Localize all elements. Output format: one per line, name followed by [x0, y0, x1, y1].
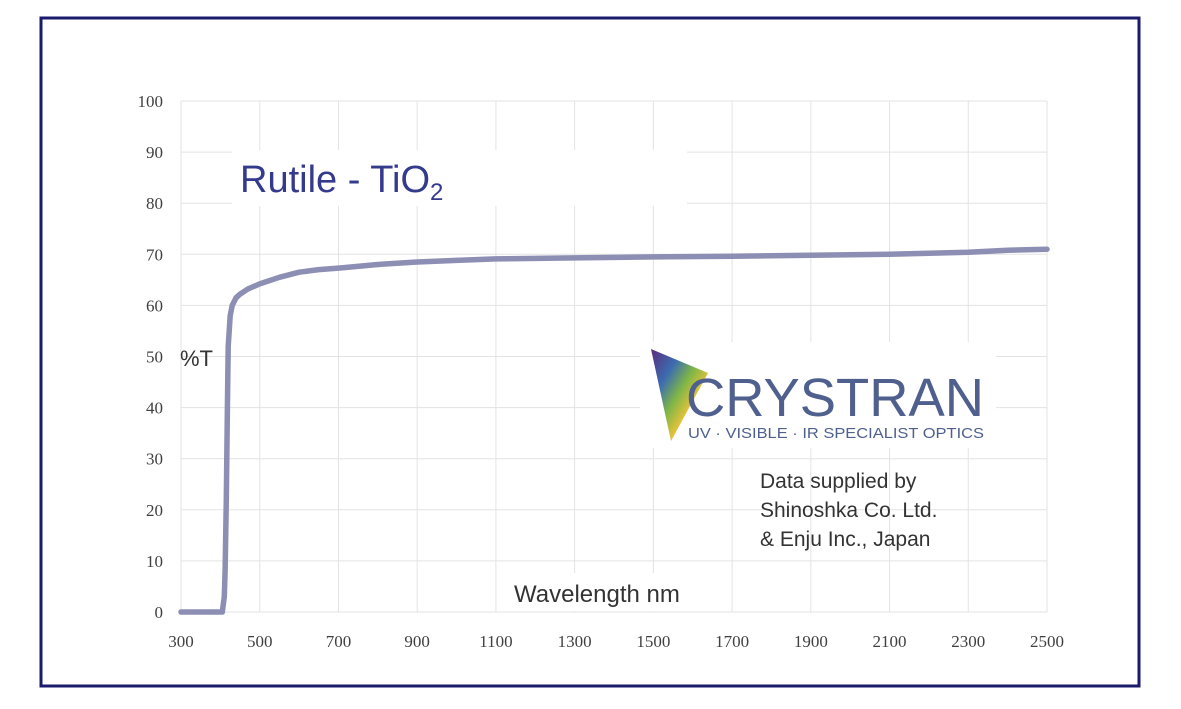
x-tick-label: 1500: [636, 632, 670, 651]
x-tick-label: 500: [247, 632, 273, 651]
x-tick-label: 900: [404, 632, 430, 651]
logo-name: CRYSTRAN: [686, 368, 984, 428]
x-tick-label: 1700: [715, 632, 749, 651]
y-tick-label: 70: [146, 245, 163, 264]
y-tick-label: 0: [155, 603, 164, 622]
x-tick-label: 700: [326, 632, 352, 651]
x-tick-label: 1900: [794, 632, 828, 651]
x-tick-label: 1100: [479, 632, 512, 651]
x-tick-label: 2300: [951, 632, 985, 651]
y-tick-label: 90: [146, 143, 163, 162]
y-tick-label: 40: [146, 399, 163, 418]
credit-line-1: Data supplied by: [760, 470, 917, 493]
y-axis-label: %T: [180, 346, 213, 371]
x-tick-label: 1300: [558, 632, 592, 651]
x-tick-labels: 300 500 700 900 1100 1300 1500 1700 1900 2100 2300…: [168, 632, 1064, 651]
chart-title: Rutile - TiO2: [240, 159, 443, 206]
y-tick-label: 10: [146, 552, 163, 571]
data-credit: Data supplied by Shinoshka Co. Ltd. & En…: [760, 470, 937, 551]
x-tick-label: 2500: [1030, 632, 1064, 651]
y-tick-label: 30: [146, 450, 163, 469]
y-tick-label: 60: [146, 296, 163, 315]
y-tick-label: 80: [146, 194, 163, 213]
chart-title-subscript: 2: [430, 179, 443, 206]
chart-title-main: Rutile - TiO: [240, 159, 430, 201]
title-background: [232, 150, 687, 206]
x-axis-label-background: [506, 573, 696, 611]
y-tick-label: 50: [146, 348, 163, 367]
prism-icon: [651, 349, 708, 441]
y-tick-labels: 0 10 20 30 40 50 60 70 80 90 100: [138, 92, 164, 622]
y-tick-label: 100: [138, 92, 164, 111]
x-axis-label: Wavelength nm: [514, 581, 680, 608]
logo-background: [640, 342, 996, 448]
credit-line-2: Shinoshka Co. Ltd.: [760, 499, 937, 522]
y-tick-label: 20: [146, 501, 163, 520]
series-line-transmission: [178, 246, 1050, 615]
x-tick-label: 2100: [873, 632, 907, 651]
crystran-logo: CRYSTRAN UV · VISIBLE · IR SPECIALIST OP…: [640, 342, 996, 448]
credit-line-3: & Enju Inc., Japan: [760, 528, 930, 551]
x-tick-label: 300: [168, 632, 194, 651]
logo-tagline: UV · VISIBLE · IR SPECIALIST OPTICS: [688, 425, 984, 442]
